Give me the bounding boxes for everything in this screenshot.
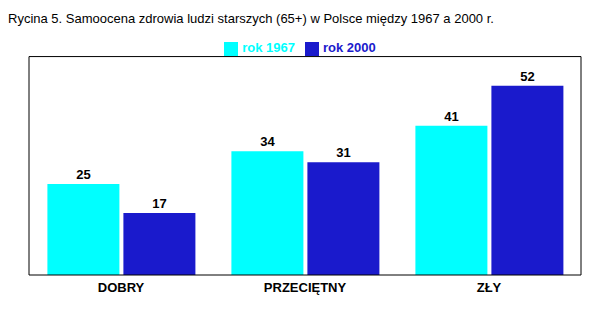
svg-text:25: 25 [76,167,90,182]
svg-text:31: 31 [336,145,350,160]
svg-text:34: 34 [260,134,275,149]
html-text:rok 2000: rok 2000 [323,40,376,55]
svg-text:17: 17 [152,196,166,211]
html-text:Rycina 5. Samoocena zdrowia lu: Rycina 5. Samoocena zdrowia ludzi starsz… [8,11,494,26]
svg-text:52: 52 [520,69,534,84]
html-text:rok 1967: rok 1967 [242,40,295,55]
svg-text:41: 41 [444,109,458,124]
svg-text:ZŁY: ZŁY [477,280,502,295]
svg-text:PRZECIĘTNY: PRZECIĘTNY [264,280,347,295]
svg-text:DOBRY: DOBRY [98,280,145,295]
